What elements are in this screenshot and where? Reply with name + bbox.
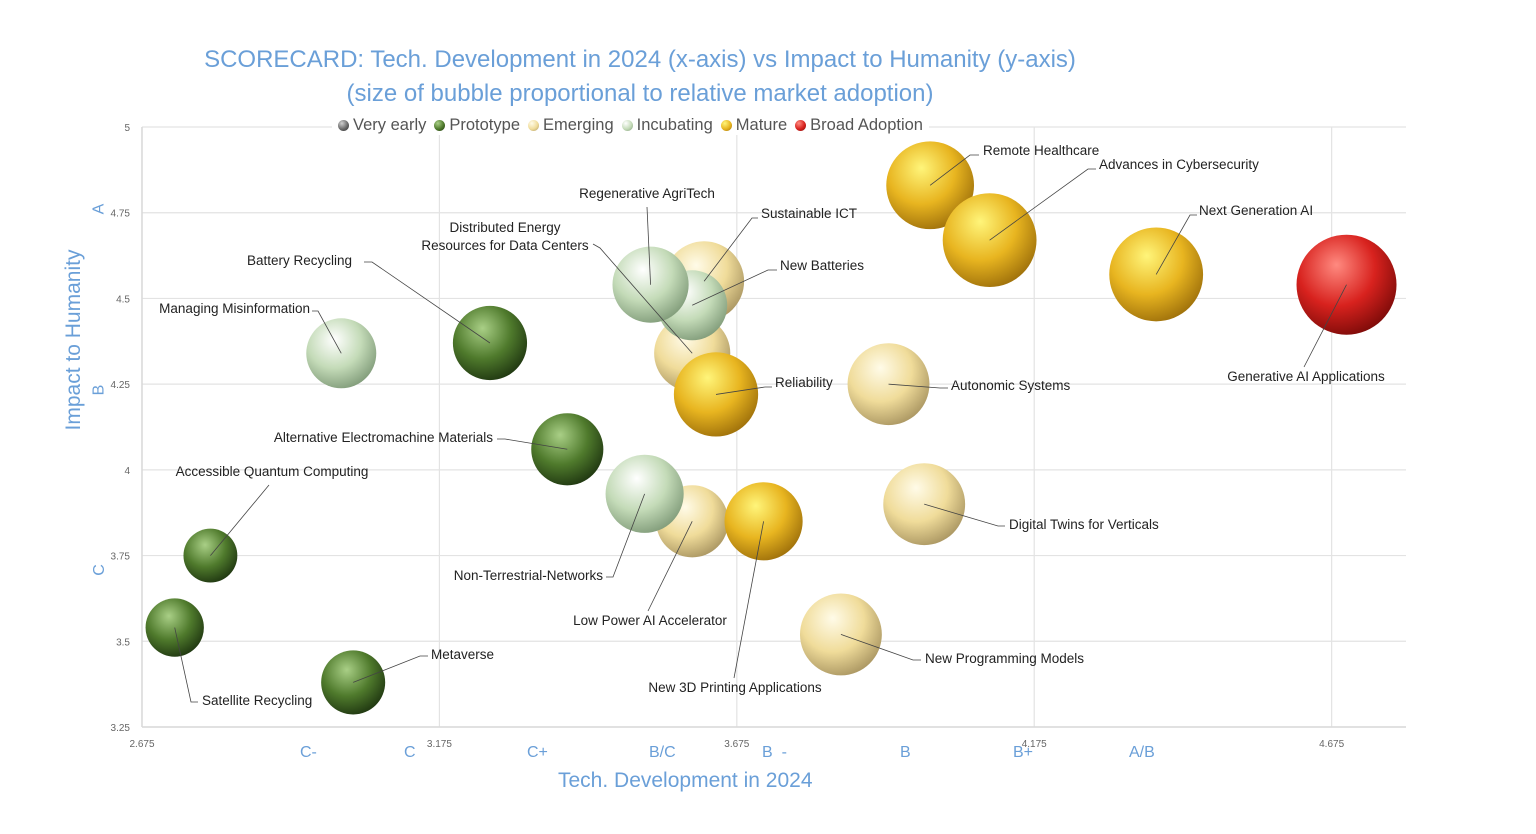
leader-line xyxy=(924,503,1005,527)
x-tick-label: 4.175 xyxy=(1022,739,1047,750)
leader-line xyxy=(606,493,645,578)
x-grade-label: B/C xyxy=(649,744,676,761)
legend-label: Mature xyxy=(735,115,788,134)
data-label: Alternative Electromachine Materials xyxy=(274,430,493,445)
legend-label: Very early xyxy=(353,115,427,134)
y-grade-label: A xyxy=(90,203,108,215)
legend-item: Mature xyxy=(720,115,788,135)
data-label: Battery Recycling xyxy=(247,253,352,268)
leader-line xyxy=(989,168,1096,241)
y-tick-label: 4.25 xyxy=(111,380,131,391)
y-tick-label: 3.25 xyxy=(111,723,131,734)
leader-line xyxy=(497,438,568,450)
data-label: Metaverse xyxy=(431,647,494,662)
legend-item: Broad Adoption xyxy=(795,116,923,135)
legend: Very early Prototype Emerging Incubating Mat… xyxy=(332,115,929,135)
x-tick-label: 3.675 xyxy=(724,739,749,750)
y-tick-label: 4.75 xyxy=(111,209,131,220)
x-grade-label: C- xyxy=(300,744,317,761)
x-tick-label: 4.675 xyxy=(1319,739,1344,750)
legend-label: Prototype xyxy=(449,115,520,134)
leader-line xyxy=(174,627,198,703)
legend-label: Broad Adoption xyxy=(810,115,923,134)
data-label: Advances in Cybersecurity xyxy=(1099,157,1259,172)
leader-line xyxy=(353,655,428,683)
data-label: Regenerative AgriTech xyxy=(579,186,715,201)
data-label: New Programming Models xyxy=(925,651,1084,666)
data-label: Reliability xyxy=(775,375,833,390)
y-tick-label: 3.75 xyxy=(111,552,131,563)
leader-line xyxy=(715,386,772,395)
leader-line xyxy=(733,521,764,679)
data-label: New Batteries xyxy=(780,258,864,273)
y-tick-label: 3.5 xyxy=(116,637,130,648)
legend-item: Emerging xyxy=(528,116,614,135)
legend-label: Emerging xyxy=(543,115,614,134)
x-grade-label: C xyxy=(404,744,416,761)
chart-subtitle: (size of bubble proportional to relative… xyxy=(346,80,934,107)
x-grade-label: B xyxy=(900,744,911,761)
data-label: Accessible Quantum Computing xyxy=(176,464,369,479)
leader-line xyxy=(929,154,979,186)
y-tick-label: 5 xyxy=(124,123,130,134)
data-label: Non-Terrestrial-Networks xyxy=(454,568,604,583)
leader-line xyxy=(692,269,777,306)
legend-marker-icon xyxy=(795,119,807,131)
leader-line xyxy=(646,206,651,285)
bubbles xyxy=(145,141,1397,715)
x-grade-label: A/B xyxy=(1129,744,1155,761)
x-tick-label: 3.175 xyxy=(427,739,452,750)
legend-marker-icon xyxy=(720,119,732,131)
data-label: Autonomic Systems xyxy=(951,378,1071,393)
legend-item: Incubating xyxy=(621,115,713,135)
data-label: Digital Twins for Verticals xyxy=(1009,517,1159,532)
x-axis-title: Tech. Development in 2024 xyxy=(558,769,813,792)
leader-line xyxy=(1303,284,1347,368)
data-label: Generative AI Applications xyxy=(1227,369,1385,384)
legend-marker-icon xyxy=(528,119,539,131)
leader-line xyxy=(703,217,758,282)
leader-line xyxy=(592,243,693,354)
x-tick-label: 2.675 xyxy=(129,739,154,750)
data-label: Satellite Recycling xyxy=(202,693,312,708)
y-axis-title: Impact to Humanity xyxy=(62,249,85,431)
leader-line xyxy=(312,310,342,354)
legend-item: Prototype xyxy=(434,116,520,135)
legend-marker-icon xyxy=(621,119,633,131)
data-label: Sustainable ICT xyxy=(761,206,857,221)
legend-item: Very early xyxy=(338,116,426,135)
leader-line xyxy=(840,634,921,661)
data-label: Managing Misinformation xyxy=(159,301,310,316)
y-tick-label: 4 xyxy=(124,466,130,477)
leader-line xyxy=(888,383,948,389)
leader-line xyxy=(364,261,491,344)
bubble-remote-healthcare xyxy=(886,141,975,230)
y-grade-label: C xyxy=(90,564,108,576)
leader-line xyxy=(1155,214,1197,275)
legend-marker-icon xyxy=(338,119,349,131)
data-label: New 3D Printing Applications xyxy=(648,680,822,695)
x-grade-label: B - xyxy=(762,744,787,761)
y-tick-label: 4.5 xyxy=(116,294,130,305)
legend-marker-icon xyxy=(434,119,446,131)
chart-title: SCORECARD: Tech. Development in 2024 (x-… xyxy=(204,46,1076,73)
x-grade-label: C+ xyxy=(527,744,548,761)
data-label: Distributed Energy Resources for Data Cen… xyxy=(421,220,589,253)
tick-labels: 3.25 3.5 3.75 4 4.25 4.5 4.75 5 2.675 3.175 3.675 4… xyxy=(111,123,1345,750)
x-grade-label: B+ xyxy=(1013,744,1034,761)
legend-label: Incubating xyxy=(636,115,713,134)
data-label: Next Generation AI xyxy=(1199,203,1313,218)
leader-line xyxy=(647,521,693,612)
data-label: Remote Healthcare xyxy=(983,143,1099,158)
y-grade-label: B xyxy=(90,384,108,396)
leader-line xyxy=(210,484,270,556)
data-label: Low Power AI Accelerator xyxy=(573,613,727,628)
bubble-reliability xyxy=(673,352,759,437)
